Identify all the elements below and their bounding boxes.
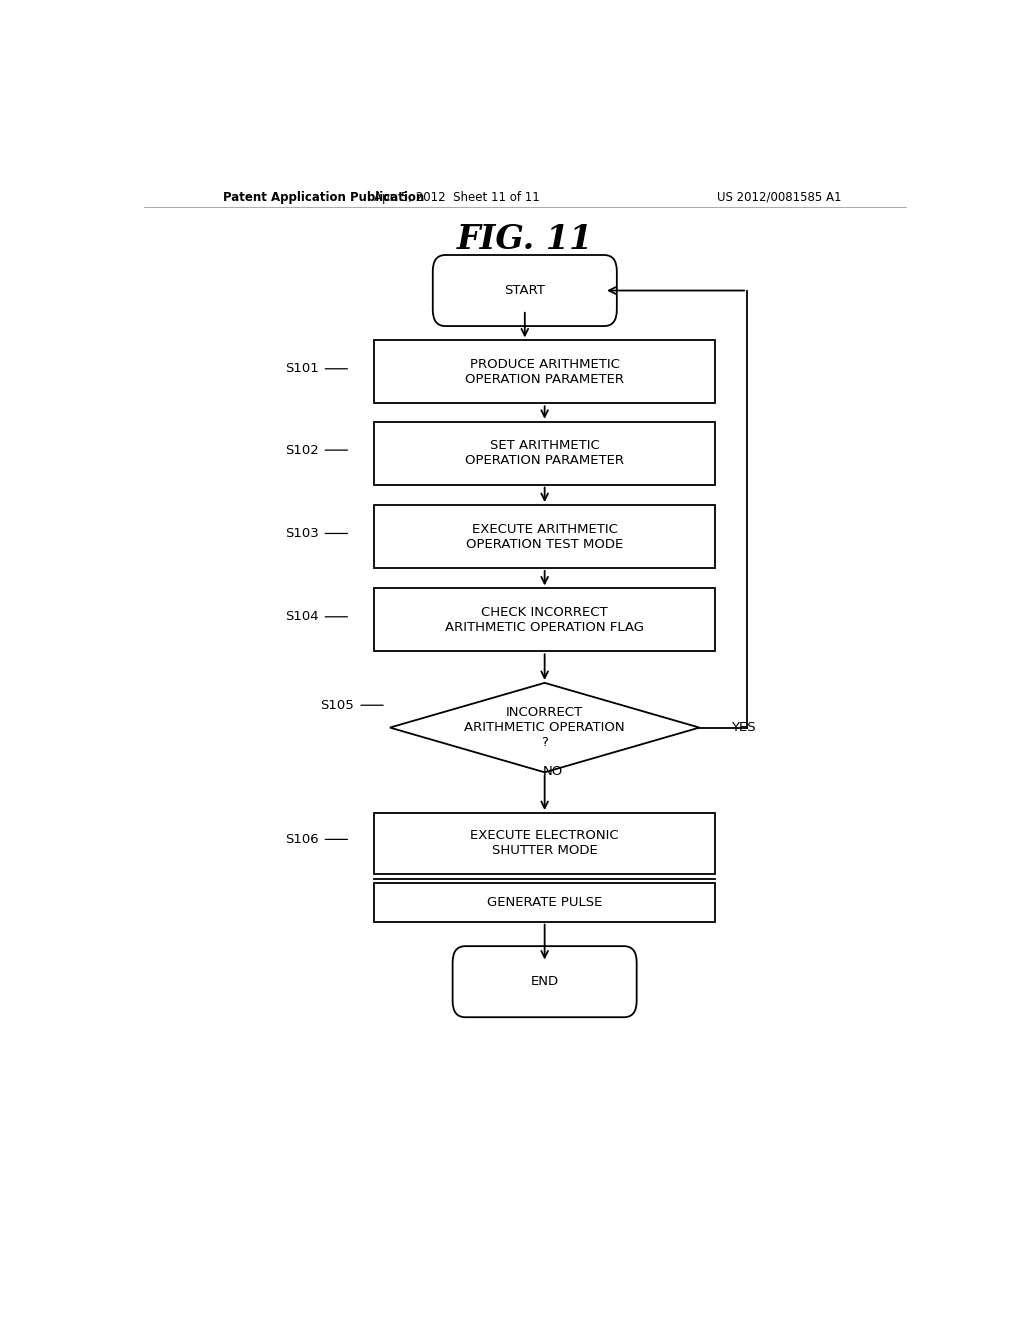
- Bar: [374, 506, 715, 568]
- Text: S106: S106: [285, 833, 318, 846]
- Text: S105: S105: [321, 698, 354, 711]
- Bar: [374, 883, 715, 921]
- Text: END: END: [530, 975, 559, 989]
- Text: SET ARITHMETIC
OPERATION PARAMETER: SET ARITHMETIC OPERATION PARAMETER: [465, 440, 625, 467]
- Text: EXECUTE ELECTRONIC
SHUTTER MODE: EXECUTE ELECTRONIC SHUTTER MODE: [470, 829, 618, 858]
- Bar: [374, 421, 715, 484]
- Bar: [374, 813, 715, 874]
- Text: S101: S101: [285, 362, 318, 375]
- FancyBboxPatch shape: [453, 946, 637, 1018]
- Text: S104: S104: [285, 610, 318, 623]
- Text: US 2012/0081585 A1: US 2012/0081585 A1: [717, 190, 841, 203]
- Text: Patent Application Publication: Patent Application Publication: [223, 190, 425, 203]
- Text: S103: S103: [285, 527, 318, 540]
- Text: PRODUCE ARITHMETIC
OPERATION PARAMETER: PRODUCE ARITHMETIC OPERATION PARAMETER: [465, 358, 625, 385]
- Polygon shape: [390, 682, 699, 772]
- Text: Apr. 5, 2012  Sheet 11 of 11: Apr. 5, 2012 Sheet 11 of 11: [375, 190, 541, 203]
- Text: FIG. 11: FIG. 11: [457, 223, 593, 256]
- Text: START: START: [505, 284, 545, 297]
- Text: NO: NO: [544, 766, 563, 779]
- Text: INCORRECT
ARITHMETIC OPERATION
?: INCORRECT ARITHMETIC OPERATION ?: [464, 706, 625, 748]
- Text: YES: YES: [731, 721, 756, 734]
- Text: GENERATE PULSE: GENERATE PULSE: [487, 896, 602, 909]
- Text: S102: S102: [285, 444, 318, 457]
- Text: CHECK INCORRECT
ARITHMETIC OPERATION FLAG: CHECK INCORRECT ARITHMETIC OPERATION FLA…: [445, 606, 644, 634]
- FancyBboxPatch shape: [433, 255, 616, 326]
- Text: EXECUTE ARITHMETIC
OPERATION TEST MODE: EXECUTE ARITHMETIC OPERATION TEST MODE: [466, 523, 624, 550]
- Bar: [374, 589, 715, 651]
- Bar: [374, 341, 715, 404]
